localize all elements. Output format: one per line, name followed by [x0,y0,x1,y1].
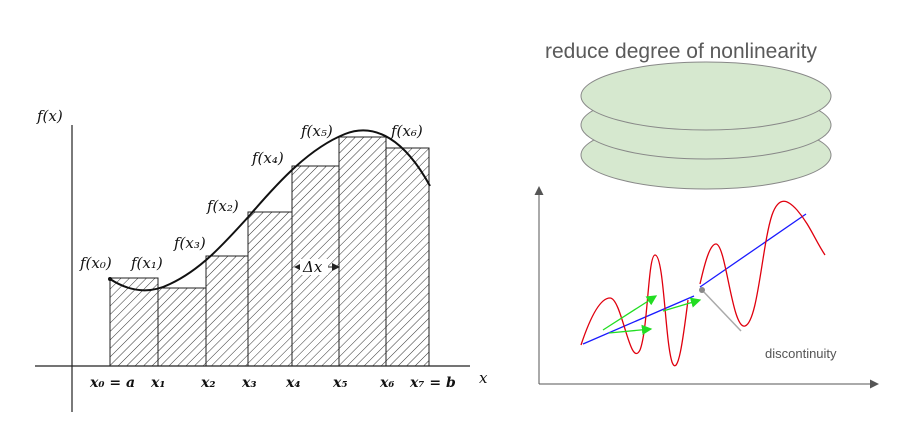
fit-line-lower [582,295,695,345]
rectangle-2 [157,287,207,367]
rectangle-7 [385,147,430,367]
x-tick-label-3: x₃ [241,375,256,391]
x-tick-label-1: x₁ [150,375,165,391]
x-tick-label-6: x₆ [379,375,394,391]
nonlinear-curve [580,254,689,367]
f-label-x6: f(x₆) [390,122,423,140]
f-label-x1: f(x₁) [130,254,163,272]
f-label-x3: f(x₃) [173,234,206,252]
disc-top [580,61,832,131]
nonlinearity-diagram: reduce degree of nonlinearity discontinu… [534,40,879,389]
f-label-x0: f(x₀) [79,254,112,272]
nonlinear-curve-2 [699,200,826,327]
riemann-rectangles [109,136,430,367]
rectangle-6 [338,136,387,367]
function-curve [109,129,431,292]
x-tick-label-2: x₂ [200,375,215,391]
f-label-x2: f(x₂) [206,197,239,215]
x-tick-label-5: x₅ [332,375,347,391]
discontinuity-pointer [701,289,742,332]
rectangle-4 [247,211,293,367]
rectangle-3 [205,255,249,367]
curve-start-point [108,277,112,281]
x-tick-label-7: x₇ = b [409,375,456,391]
green-arrow-2 [608,324,653,336]
discontinuity-label: discontinuity [765,346,837,361]
f-label-x5: f(x₅) [300,122,333,140]
f-label-x4: f(x₄) [251,149,284,167]
rectangle-1 [109,277,159,367]
x-tick-label-0: x₀ = a [89,375,135,391]
x-tick-label-4: x₄ [285,375,300,391]
riemann-sum-diagram: Δx f(x) x f(x₀) f(x₁) f(x₃) f(x₂) f(x₄) … [35,107,488,412]
green-arrow-1 [602,295,658,331]
x-axis-label: x [479,369,488,387]
y-axis-label: f(x) [36,107,63,125]
right-diagram-title: reduce degree of nonlinearity [545,40,818,63]
discontinuity-point [699,287,705,293]
stacked-discs [580,61,832,190]
fit-line-upper [699,213,807,288]
delta-x-label: Δx [302,258,323,276]
green-arrow-3 [662,297,702,312]
